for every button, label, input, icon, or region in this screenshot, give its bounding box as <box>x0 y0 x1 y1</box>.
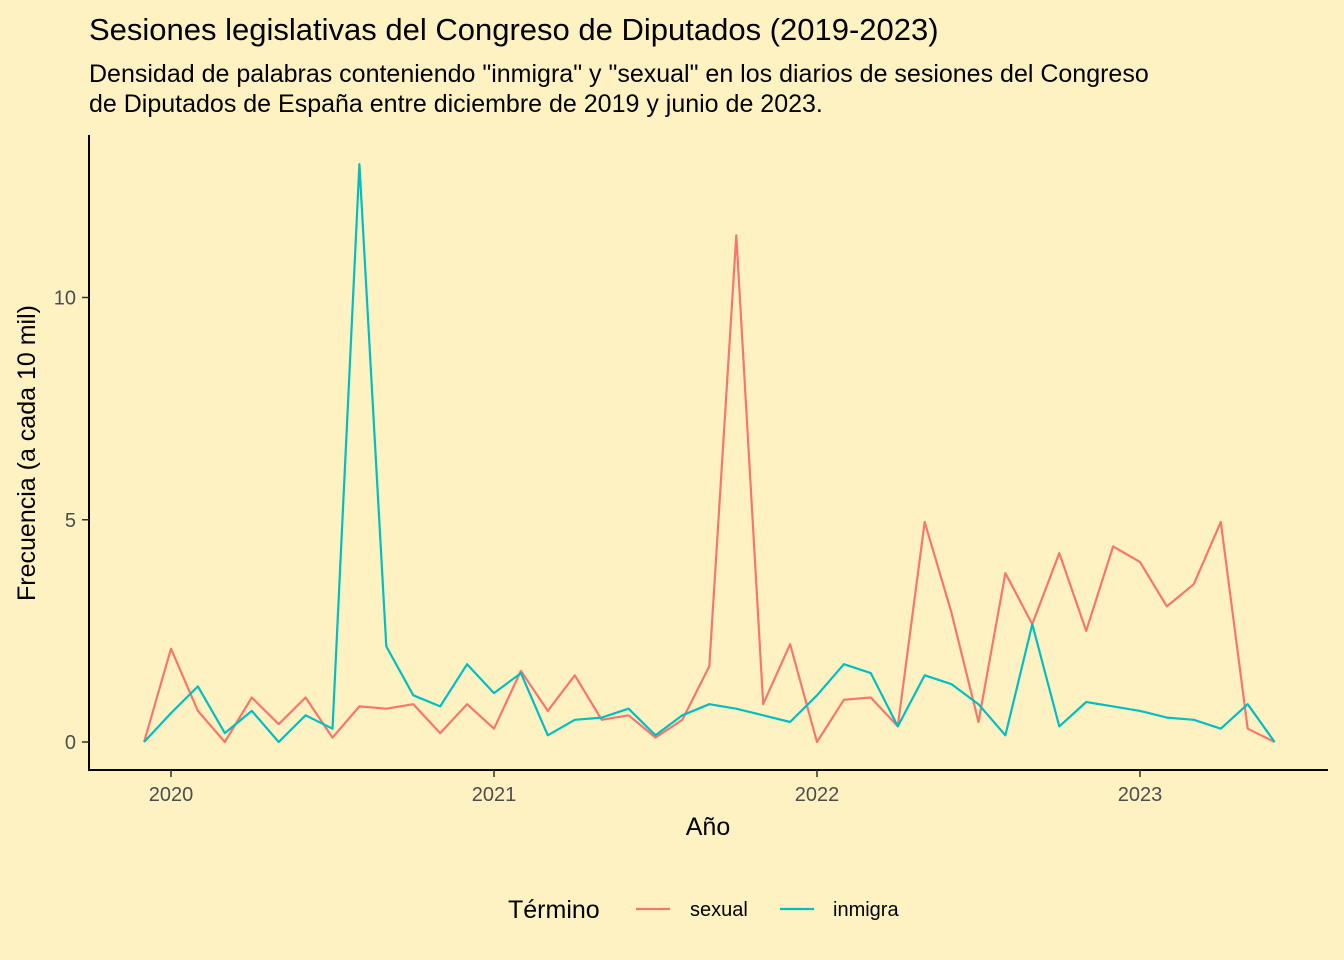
x-tick-label: 2021 <box>472 784 517 806</box>
series-line-sexual <box>143 234 1276 744</box>
y-tick-label: 10 <box>54 288 76 310</box>
chart-subtitle-line-2: de Diputados de España entre diciembre d… <box>89 90 823 118</box>
x-axis-ticks: 2020 2021 2022 2023 <box>149 770 1163 806</box>
x-tick-label: 2023 <box>1118 784 1163 806</box>
chart-subtitle-line-1: Densidad de palabras conteniendo "inmigr… <box>89 60 1149 88</box>
x-tick-label: 2020 <box>149 784 194 806</box>
y-axis-title: Frecuencia (a cada 10 mil) <box>13 305 41 601</box>
y-tick-label: 0 <box>65 732 76 754</box>
chart-title: Sesiones legislativas del Congreso de Di… <box>89 12 939 47</box>
legend-label-inmigra: inmigra <box>833 899 899 921</box>
series-line-inmigra <box>143 163 1276 744</box>
legend: Término sexual inmigra <box>508 896 899 924</box>
x-tick-label: 2022 <box>795 784 840 806</box>
legend-label-sexual: sexual <box>690 899 748 921</box>
y-axis-ticks: 0 5 10 <box>54 288 89 754</box>
plot-area <box>143 163 1276 744</box>
y-tick-label: 5 <box>65 510 76 532</box>
x-axis-title: Año <box>686 813 730 841</box>
legend-title: Término <box>508 896 600 924</box>
